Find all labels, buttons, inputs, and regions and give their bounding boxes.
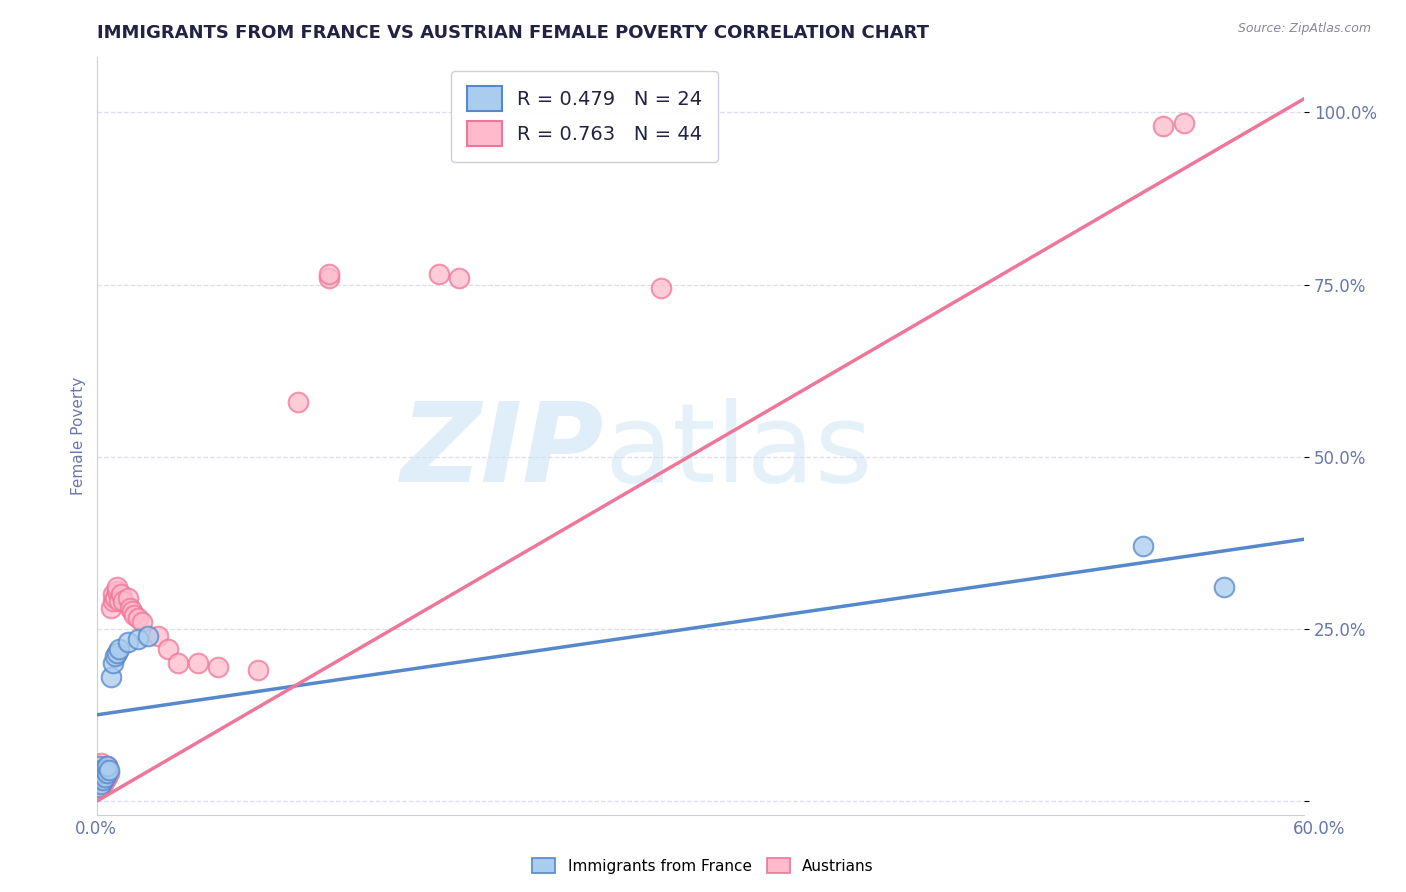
- Point: [107, 583, 129, 598]
- Point: [318, 270, 340, 285]
- Point: [107, 646, 129, 660]
- Point: [104, 591, 127, 605]
- Point: [108, 642, 131, 657]
- Point: [90, 756, 112, 770]
- Point: [117, 591, 139, 605]
- Point: [89, 759, 111, 773]
- Point: [96, 766, 118, 780]
- Point: [247, 663, 270, 677]
- Point: [318, 267, 340, 281]
- Point: [117, 635, 139, 649]
- Point: [103, 587, 125, 601]
- Point: [136, 629, 159, 643]
- Point: [98, 766, 121, 780]
- Point: [118, 601, 141, 615]
- Legend: Immigrants from France, Austrians: Immigrants from France, Austrians: [526, 852, 880, 880]
- Point: [100, 670, 122, 684]
- Point: [127, 632, 149, 646]
- Point: [122, 607, 145, 622]
- Text: IMMIGRANTS FROM FRANCE VS AUSTRIAN FEMALE POVERTY CORRELATION CHART: IMMIGRANTS FROM FRANCE VS AUSTRIAN FEMAL…: [97, 24, 929, 42]
- Text: Source: ZipAtlas.com: Source: ZipAtlas.com: [1237, 22, 1371, 36]
- Point: [90, 776, 112, 790]
- Point: [156, 642, 179, 657]
- Point: [107, 581, 129, 595]
- Point: [146, 629, 169, 643]
- Point: [103, 656, 125, 670]
- Point: [89, 773, 111, 788]
- Point: [110, 587, 132, 601]
- Text: atlas: atlas: [605, 398, 873, 505]
- Point: [93, 770, 115, 784]
- Text: 0.0%: 0.0%: [75, 820, 117, 838]
- Point: [93, 766, 115, 780]
- Point: [96, 770, 118, 784]
- Point: [94, 773, 117, 788]
- Point: [112, 594, 135, 608]
- Point: [131, 615, 153, 629]
- Point: [89, 776, 111, 790]
- Point: [93, 773, 115, 788]
- Point: [1152, 119, 1174, 133]
- Point: [90, 770, 112, 784]
- Point: [127, 611, 149, 625]
- Point: [93, 763, 115, 777]
- Point: [98, 763, 121, 777]
- Point: [121, 605, 143, 619]
- Point: [1212, 581, 1234, 595]
- Point: [96, 759, 118, 773]
- Point: [104, 649, 127, 664]
- Point: [89, 766, 111, 780]
- Point: [94, 766, 117, 780]
- Point: [89, 780, 111, 794]
- Point: [90, 773, 112, 788]
- Point: [93, 776, 115, 790]
- Point: [650, 281, 672, 295]
- Point: [187, 656, 209, 670]
- Point: [207, 659, 229, 673]
- Point: [90, 766, 112, 780]
- Point: [103, 594, 125, 608]
- Point: [287, 394, 309, 409]
- Point: [96, 759, 118, 773]
- Point: [90, 780, 112, 794]
- Point: [166, 656, 188, 670]
- Text: ZIP: ZIP: [401, 398, 605, 505]
- Point: [89, 773, 111, 788]
- Point: [427, 267, 450, 281]
- Point: [89, 770, 111, 784]
- Point: [90, 763, 112, 777]
- Point: [449, 270, 471, 285]
- Legend: R = 0.479   N = 24, R = 0.763   N = 44: R = 0.479 N = 24, R = 0.763 N = 44: [451, 70, 718, 161]
- Point: [94, 763, 117, 777]
- Point: [1173, 116, 1195, 130]
- Y-axis label: Female Poverty: Female Poverty: [72, 376, 86, 495]
- Point: [1132, 539, 1154, 553]
- Point: [108, 594, 131, 608]
- Text: 60.0%: 60.0%: [1292, 820, 1346, 838]
- Point: [94, 770, 117, 784]
- Point: [100, 601, 122, 615]
